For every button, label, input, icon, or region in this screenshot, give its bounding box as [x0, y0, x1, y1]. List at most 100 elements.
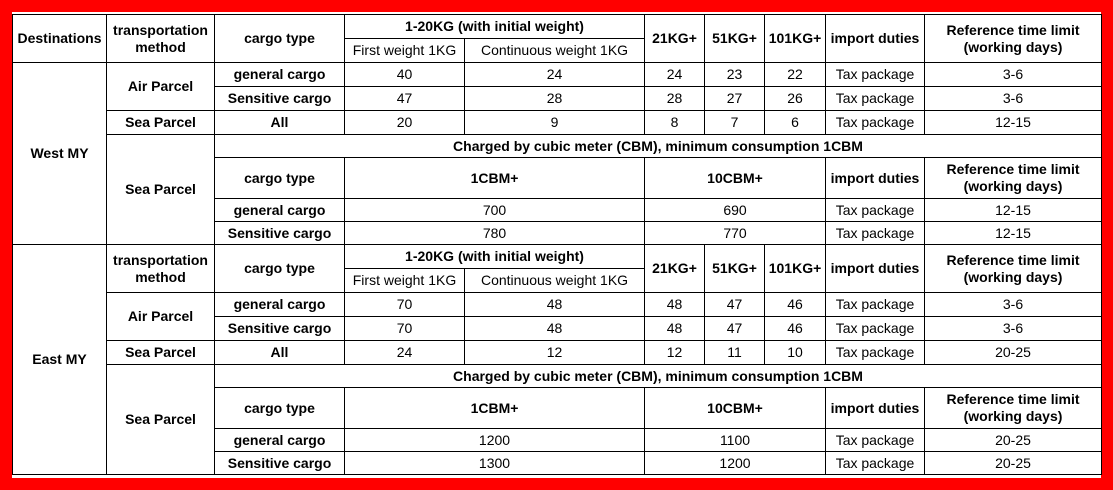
table-row: Sensitive cargo 47 28 28 27 26 Tax package 3-6 [13, 86, 1102, 111]
table-cell: 48 [464, 292, 645, 317]
table-row: Sensitive cargo 70 48 48 47 46 Tax package 3-6 [13, 316, 1102, 341]
table-cell: Reference time limit (working days) [924, 387, 1102, 429]
table-cell: 24 [464, 62, 645, 87]
table-cell: Sensitive cargo [214, 221, 345, 245]
table-cell: 26 [764, 86, 826, 111]
table-cell: general cargo [214, 292, 345, 317]
table-cell: 10 [764, 340, 826, 365]
table-cell: Tax package [825, 198, 925, 222]
table-cell: import duties [825, 157, 925, 199]
table-cell: Destinations [12, 14, 107, 63]
table-cell: Reference time limit (working days) [924, 14, 1102, 63]
table-cell: import duties [825, 244, 925, 293]
table-cell: 101KG+ [764, 14, 826, 63]
table-cell: cargo type [214, 14, 345, 63]
table-cell: 3-6 [924, 292, 1102, 317]
table-cell: 1200 [644, 451, 826, 475]
table-cell: 3-6 [924, 316, 1102, 341]
table-cell: 6 [764, 110, 826, 135]
table-cell: All [214, 110, 345, 135]
table-cell: 1200 [344, 428, 645, 452]
table-cell: 40 [344, 62, 465, 87]
table-cell: 8 [644, 110, 705, 135]
table-cell: 12-15 [924, 221, 1102, 245]
table-cell: 47 [704, 292, 765, 317]
table-cell: Tax package [825, 62, 925, 87]
table-cell: 1-20KG (with initial weight) [344, 14, 645, 39]
table-cell: 28 [644, 86, 705, 111]
table-cell: 1-20KG (with initial weight) [344, 244, 645, 269]
table-cell: cargo type [214, 244, 345, 293]
table-cell: All [214, 340, 345, 365]
table-cell: Sea Parcel [106, 134, 215, 245]
table-cell: 1300 [344, 451, 645, 475]
table-cell: 3-6 [924, 86, 1102, 111]
table-cell: Sea Parcel [106, 110, 215, 135]
table-cell: cargo type [214, 387, 345, 429]
table-cell: Charged by cubic meter (CBM), minimum co… [214, 364, 1102, 388]
table-row: Sea Parcel Charged by cubic meter (CBM), … [13, 364, 1102, 475]
table-cell: 24 [644, 62, 705, 87]
table-cell: 770 [644, 221, 826, 245]
table-cell: transportation method [106, 14, 215, 63]
table-cell: 48 [644, 316, 705, 341]
table-cell: 12-15 [924, 198, 1102, 222]
table-cell: Sea Parcel [106, 364, 215, 475]
rate-table: Destinations transportation method cargo t… [12, 14, 1102, 475]
table-cell: 70 [344, 316, 465, 341]
table-cell: Tax package [825, 292, 925, 317]
table-row: West MY Air Parcel general cargo 40 24 24 23 22… [12, 62, 1102, 245]
table-cell: Charged by cubic meter (CBM), minimum co… [214, 134, 1102, 158]
table-cell: Tax package [825, 316, 925, 341]
table-cell: 12 [644, 340, 705, 365]
table-row: Sea Parcel All 20 9 8 7 6 Tax package 12-15 [13, 110, 1102, 135]
table-cell: 70 [344, 292, 465, 317]
table-row: cargo type 1CBM+ 10CBM+ import duties Refere… [13, 157, 1102, 199]
table-cell: Tax package [825, 340, 925, 365]
table-cell: 21KG+ [644, 14, 705, 63]
table-cell: Air Parcel [106, 62, 215, 111]
table-cell: 24 [344, 340, 465, 365]
table-row: First weight 1KG Continuous weight 1KG [13, 38, 1102, 63]
table-row: Sea Parcel Charged by cubic meter (CBM), … [13, 134, 1102, 245]
table-cell: 20-25 [924, 451, 1102, 475]
table-cell: 1CBM+ [344, 387, 645, 429]
table-cell: Tax package [825, 86, 925, 111]
table-cell: West MY [12, 62, 107, 245]
table-cell: East MY [12, 244, 107, 475]
table-cell: 20-25 [924, 428, 1102, 452]
table-cell: Tax package [825, 221, 925, 245]
table-cell: 51KG+ [704, 14, 765, 63]
table-cell: Tax package [825, 110, 925, 135]
table-cell: Tax package [825, 451, 925, 475]
table-cell: 10CBM+ [644, 387, 826, 429]
table-cell: 700 [344, 198, 645, 222]
table-row: Sea Parcel All 24 12 12 11 10 Tax package 20-25 [13, 340, 1102, 365]
table-cell: Sensitive cargo [214, 86, 345, 111]
table-cell: 12 [464, 340, 645, 365]
table-cell: 7 [704, 110, 765, 135]
table-cell: 23 [704, 62, 765, 87]
table-cell: 46 [764, 316, 826, 341]
table-cell: 101KG+ [764, 244, 826, 293]
table-cell: Sensitive cargo [214, 316, 345, 341]
table-cell: 11 [704, 340, 765, 365]
table-cell: general cargo [214, 62, 345, 87]
table-cell: 47 [704, 316, 765, 341]
table-cell: Air Parcel [106, 292, 215, 341]
table-cell: general cargo [214, 198, 345, 222]
table-cell: 3-6 [924, 62, 1102, 87]
table-cell: 1100 [644, 428, 826, 452]
table-cell: First weight 1KG [344, 38, 465, 63]
table-row: general cargo 700 690 Tax package 12-15 [13, 198, 1102, 222]
table-cell: 690 [644, 198, 826, 222]
table-cell: 27 [704, 86, 765, 111]
table-cell: 1CBM+ [344, 157, 645, 199]
table-cell: 22 [764, 62, 826, 87]
table-cell: import duties [825, 387, 925, 429]
table-cell: 21KG+ [644, 244, 705, 293]
table-row: Sensitive cargo 780 770 Tax package 12-15 [13, 221, 1102, 245]
table-cell: 20 [344, 110, 465, 135]
table-cell: 51KG+ [704, 244, 765, 293]
table-cell: 780 [344, 221, 645, 245]
